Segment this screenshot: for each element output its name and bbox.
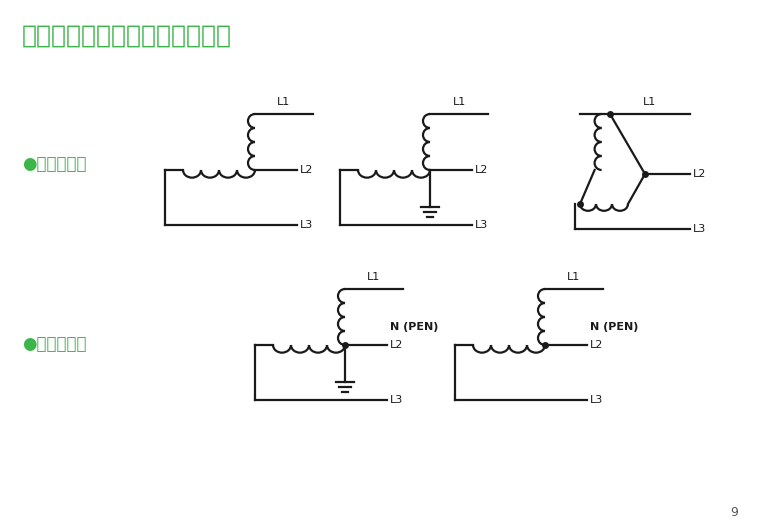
Text: ●三相四线制: ●三相四线制 [22,335,87,353]
Text: ●三相三线制: ●三相三线制 [22,155,87,173]
Text: L2: L2 [300,165,313,175]
Text: N (PEN): N (PEN) [590,322,638,332]
Text: L1: L1 [367,272,381,282]
Text: L2: L2 [693,169,706,179]
Text: 带电导体系统型式的选择（续）: 带电导体系统型式的选择（续） [22,24,232,48]
Text: L2: L2 [390,340,404,350]
Text: L1: L1 [452,97,466,107]
Text: L2: L2 [590,340,603,350]
Text: 9: 9 [730,506,738,519]
Text: L2: L2 [475,165,489,175]
Text: N (PEN): N (PEN) [390,322,439,332]
Text: L1: L1 [568,272,581,282]
Text: L3: L3 [693,224,706,234]
Text: L3: L3 [390,395,404,405]
Text: L1: L1 [644,97,657,107]
Text: L3: L3 [590,395,603,405]
Text: L3: L3 [475,220,488,230]
Text: L3: L3 [300,220,313,230]
Text: L1: L1 [277,97,290,107]
